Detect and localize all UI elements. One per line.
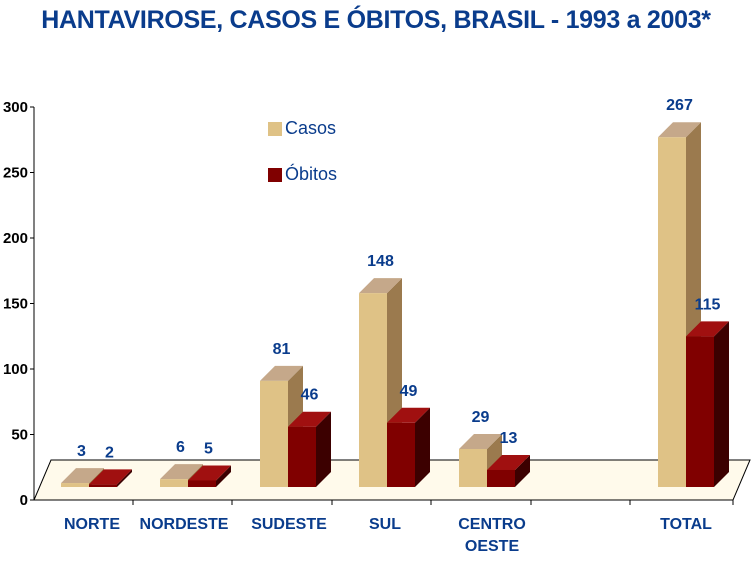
- casos-bar-top: [459, 434, 502, 450]
- casos-bar: [359, 293, 387, 487]
- y-tick-label: 150: [3, 296, 28, 313]
- obitos-bar: [487, 469, 515, 487]
- y-tick-label: 250: [3, 165, 28, 182]
- data-label: 6: [176, 439, 185, 456]
- casos-bar-top: [658, 122, 701, 138]
- x-category-label: SUL: [369, 516, 401, 533]
- casos-bar-top: [160, 464, 203, 480]
- x-category-label: NORDESTE: [140, 516, 229, 533]
- obitos-bar: [188, 480, 216, 487]
- obitos-bar-side: [415, 407, 430, 487]
- data-label: 81: [273, 341, 291, 358]
- data-label: 46: [301, 387, 319, 404]
- x-category-label: OESTE: [465, 538, 520, 555]
- x-category-label: TOTAL: [660, 516, 712, 533]
- obitos-bar-top: [188, 465, 231, 481]
- y-tick-label: 0: [20, 492, 28, 509]
- data-label: 5: [204, 440, 213, 457]
- obitos-bar-side: [216, 465, 231, 487]
- y-tick-label: 200: [3, 230, 28, 247]
- obitos-bar-top: [387, 407, 430, 423]
- data-label: 29: [472, 409, 490, 426]
- obitos-bar-top: [288, 411, 331, 427]
- y-tick-label: 100: [3, 361, 28, 378]
- obitos-bar-side: [714, 321, 729, 487]
- casos-bar: [61, 483, 89, 487]
- casos-bar: [260, 380, 288, 487]
- obitos-bar-side: [515, 454, 530, 487]
- data-label: 115: [695, 296, 721, 313]
- obitos-bar-side: [117, 469, 132, 487]
- obitos-bar: [89, 484, 117, 487]
- legend-swatch-casos: [268, 122, 282, 136]
- casos-bar-top: [260, 365, 303, 381]
- x-category-label: SUDESTE: [251, 516, 327, 533]
- obitos-bar: [387, 422, 415, 487]
- legend-label-casos: Casos: [285, 118, 336, 138]
- y-tick-label: 50: [11, 427, 28, 444]
- legend-label-obitos: Óbitos: [285, 163, 337, 184]
- data-label: 3: [77, 443, 86, 460]
- obitos-bar: [686, 336, 714, 487]
- x-category-label: CENTRO: [458, 516, 526, 533]
- legend-swatch-obitos: [268, 168, 282, 182]
- x-category-label: NORTE: [64, 516, 120, 533]
- y-tick-label: 300: [3, 99, 28, 116]
- obitos-bar-top: [686, 321, 729, 337]
- casos-bar: [658, 137, 686, 488]
- chart-title: HANTAVIROSE, CASOS E ÓBITOS, BRASIL - 19…: [41, 6, 711, 34]
- data-label: 267: [666, 97, 693, 114]
- data-label: 49: [400, 383, 418, 400]
- obitos-bar-top: [89, 469, 132, 485]
- casos-bar-top: [61, 468, 104, 484]
- data-label: 13: [500, 430, 518, 447]
- obitos-bar: [288, 426, 316, 487]
- obitos-bar-side: [316, 411, 331, 487]
- casos-bar: [160, 479, 188, 487]
- obitos-bar-top: [487, 454, 530, 470]
- casos-bar-top: [359, 278, 402, 294]
- casos-bar: [459, 449, 487, 487]
- data-label: 148: [367, 253, 394, 270]
- data-label: 2: [105, 444, 114, 461]
